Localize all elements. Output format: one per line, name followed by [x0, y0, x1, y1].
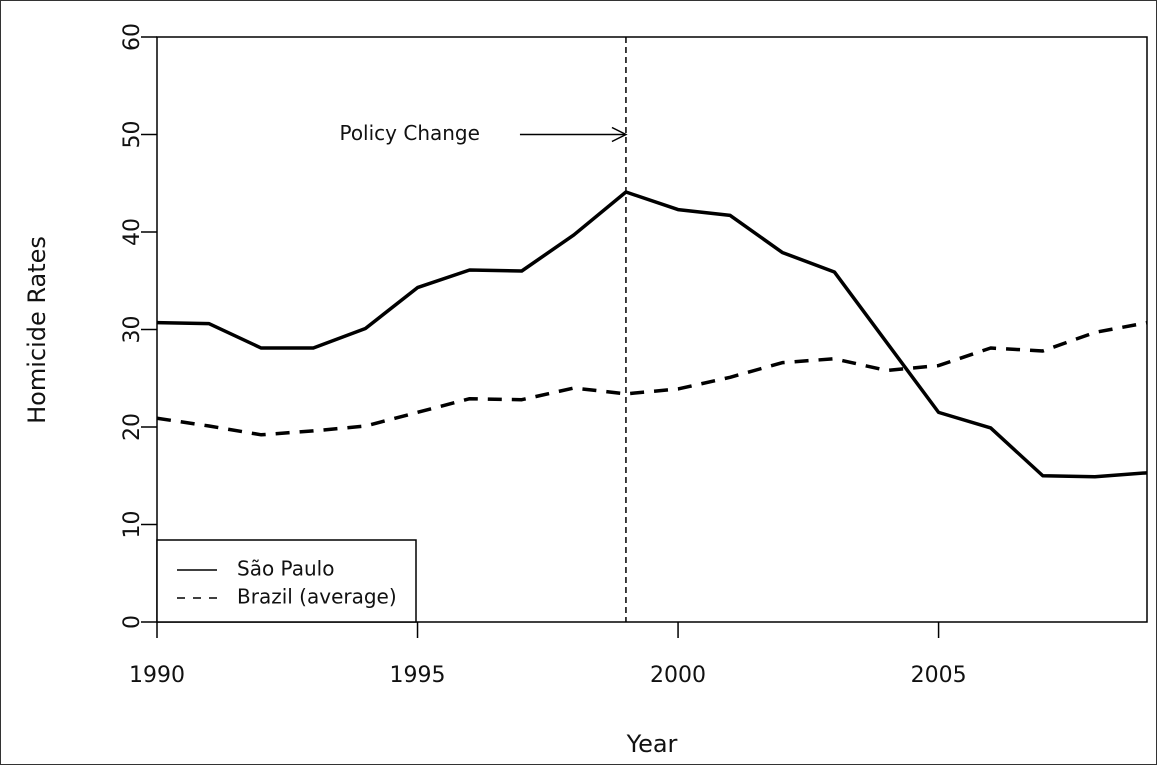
y-tick-label: 0 — [120, 615, 145, 629]
arrow-head — [611, 126, 628, 143]
y-tick-label: 40 — [120, 218, 145, 246]
x-tick-label: 1995 — [390, 663, 446, 688]
y-tick-label: 60 — [120, 23, 145, 51]
annotation-text: Policy Change — [339, 121, 479, 145]
y-tick-label: 10 — [120, 511, 145, 539]
series-line — [156, 190, 1148, 479]
x-tick-label: 1990 — [129, 663, 185, 688]
series-line — [156, 320, 1148, 437]
y-tick-label: 20 — [120, 413, 145, 441]
y-axis-title: Homicide Rates — [23, 236, 51, 424]
y-tick-label: 30 — [120, 316, 145, 344]
x-tick-label: 2005 — [911, 663, 967, 688]
legend-box — [156, 539, 417, 623]
legend-text: São Paulo — [237, 557, 334, 581]
y-tick-label: 50 — [120, 121, 145, 149]
legend-text: Brazil (average) — [237, 585, 397, 609]
plot-box — [156, 36, 1148, 623]
x-tick-label: 2000 — [650, 663, 706, 688]
x-axis-title: Year — [626, 730, 678, 758]
